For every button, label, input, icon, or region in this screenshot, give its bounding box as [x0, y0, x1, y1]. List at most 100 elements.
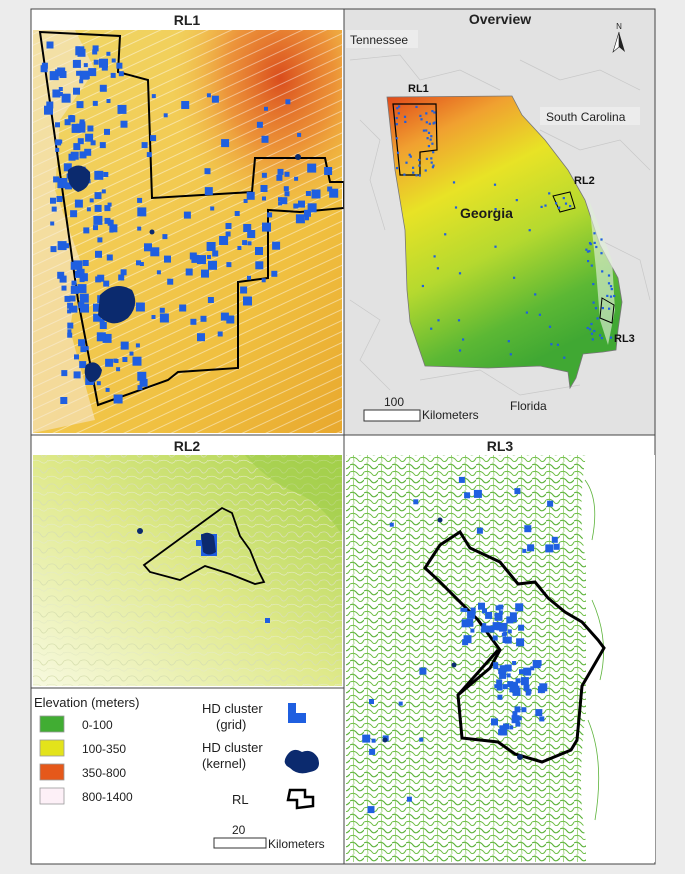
grid-cell-overview-60 — [528, 229, 531, 232]
grid-cell-overview-53 — [548, 192, 551, 195]
legend-class-label-2: 350-800 — [82, 766, 126, 780]
grid-cell-overview-12 — [432, 164, 435, 167]
grid-cell-rl1-37 — [106, 51, 111, 56]
grid-cell-rl1-92 — [107, 219, 114, 226]
grid-cell-rl1-259 — [305, 191, 311, 196]
grid-cell-overview-16 — [395, 137, 398, 140]
label-bg-south-carolina — [540, 107, 640, 125]
grid-cell-rl1-38 — [46, 41, 54, 49]
grid-cell-rl1-12 — [83, 63, 88, 68]
grid-cell-rl1-54 — [57, 271, 65, 279]
grid-cell-rl1-61 — [83, 227, 90, 234]
grid-cell-overview-91 — [593, 241, 596, 244]
elevation-raster-rl3 — [346, 455, 586, 862]
grid-cell-rl1-87 — [93, 215, 103, 225]
grid-cell-rl1-50 — [55, 122, 60, 128]
grid-cell-rl1-132 — [122, 357, 128, 362]
grid-cell-rl1-3 — [72, 59, 81, 68]
grid-cell-rl3-7 — [487, 625, 495, 633]
grid-cell-rl1-228 — [206, 242, 216, 251]
grid-cell-overview-93 — [590, 264, 593, 267]
overview-scale-unit: Kilometers — [422, 408, 479, 422]
grid-cell-rl3-19 — [501, 632, 506, 637]
grid-cell-rl1-36 — [92, 100, 98, 106]
grid-cell-rl1-172 — [221, 139, 230, 148]
grid-cell-rl1-201 — [137, 226, 142, 231]
grid-cell-rl3-25 — [471, 611, 476, 616]
grid-cell-overview-83 — [585, 248, 588, 251]
grid-cell-overview-19 — [418, 158, 421, 162]
grid-cell-overview-36 — [432, 122, 435, 125]
grid-cell-rl3-92 — [476, 527, 483, 534]
grid-cell-rl1-32 — [76, 101, 84, 109]
grid-cell-overview-56 — [430, 327, 433, 330]
grid-cell-rl1-44 — [87, 125, 94, 132]
grid-cell-rl1-180 — [181, 101, 190, 109]
legend-swatch-1 — [39, 739, 65, 757]
grid-cell-rl1-240 — [280, 197, 288, 205]
grid-cell-rl1-196 — [261, 135, 269, 143]
grid-cell-rl3-11 — [507, 629, 512, 634]
grid-cell-overview-75 — [596, 317, 599, 320]
grid-cell-rl1-123 — [71, 280, 77, 286]
grid-cell-rl3-62 — [515, 721, 521, 727]
grid-cell-rl1-69 — [73, 143, 81, 151]
panel-title-rl2: RL2 — [174, 438, 201, 454]
grid-cell-overview-26 — [395, 167, 399, 170]
grid-cell-rl1-25 — [117, 104, 127, 114]
grid-cell-rl1-194 — [137, 207, 147, 217]
grid-cell-overview-107 — [588, 250, 591, 253]
grid-cell-rl1-168 — [136, 260, 141, 266]
grid-cell-rl1-252 — [307, 203, 317, 213]
grid-cell-overview-73 — [437, 319, 440, 322]
ocean-rl3 — [581, 455, 655, 862]
grid-cell-rl1-130 — [96, 381, 101, 386]
grid-cell-rl3-106 — [524, 525, 532, 533]
grid-cell-rl3-12 — [498, 604, 504, 610]
grid-cell-rl1-57 — [74, 199, 83, 208]
grid-cell-rl1-120 — [64, 295, 71, 302]
grid-cell-rl1-174 — [243, 199, 248, 203]
grid-cell-rl3-97 — [398, 701, 403, 706]
grid-cell-rl1-29 — [99, 58, 108, 68]
grid-cell-rl1-231 — [190, 318, 197, 325]
grid-cell-rl1-108 — [50, 197, 56, 204]
grid-cell-rl1-119 — [79, 277, 85, 283]
legend-hd-kernel-line2: (kernel) — [202, 756, 246, 771]
grid-cell-rl1-206 — [226, 262, 232, 268]
grid-cell-rl1-11 — [118, 71, 124, 77]
grid-cell-rl1-0 — [79, 79, 84, 84]
grid-cell-rl1-73 — [75, 270, 82, 278]
grid-cell-rl3-77 — [517, 716, 522, 721]
grid-cell-rl3-102 — [362, 734, 371, 743]
north-arrow-icon: N — [612, 22, 625, 53]
state-label-georgia: Georgia — [460, 205, 513, 221]
grid-cell-rl1-99 — [101, 189, 106, 194]
grid-cell-rl3-57 — [511, 715, 520, 724]
grid-cell-rl1-8 — [49, 71, 59, 81]
grid-cell-rl1-160 — [135, 302, 145, 312]
grid-cell-overview-10 — [429, 138, 432, 141]
legend-class-label-3: 800-1400 — [82, 790, 133, 804]
grid-cell-overview-55 — [515, 199, 518, 202]
grid-cell-overview-14 — [425, 121, 428, 124]
grid-cell-overview-25 — [408, 153, 411, 156]
state-label-tennessee: Tennessee — [350, 33, 408, 47]
grid-cell-rl1-257 — [260, 185, 268, 192]
grid-cell-rl3-91 — [389, 522, 394, 527]
grid-cell-rl3-85 — [473, 489, 482, 498]
grid-cell-overview-63 — [436, 267, 439, 270]
grid-cell-rl1-183 — [211, 95, 219, 103]
grid-cell-overview-104 — [601, 307, 604, 310]
grid-cell-rl1-212 — [247, 230, 256, 238]
grid-cell-overview-114 — [569, 205, 572, 208]
grid-cell-rl3-66 — [526, 688, 532, 694]
grid-cell-rl1-5 — [58, 87, 63, 91]
grid-cell-overview-5 — [404, 120, 407, 123]
grid-cell-rl1-107 — [89, 198, 94, 203]
grid-cell-overview-61 — [548, 325, 552, 328]
grid-cell-overview-89 — [595, 245, 598, 249]
grid-cell-rl3-74 — [509, 685, 517, 693]
grid-cell-overview-106 — [600, 238, 603, 241]
grid-cell-overview-70 — [534, 293, 537, 296]
